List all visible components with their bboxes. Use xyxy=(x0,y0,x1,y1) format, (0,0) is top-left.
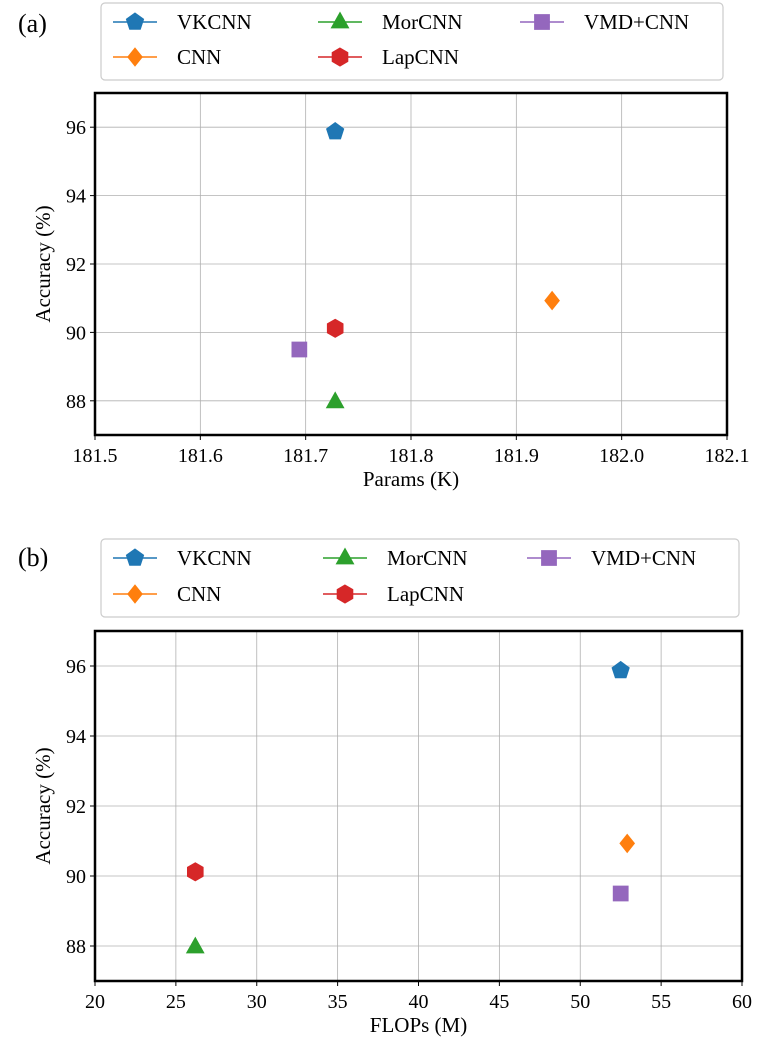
x-tick-label: 181.9 xyxy=(494,445,539,467)
legend: VKCNN CNN MorCNN LapCNN VMD+CNN xyxy=(100,2,724,81)
y-tick-label: 90 xyxy=(66,866,86,888)
x-tick-label: 60 xyxy=(732,991,752,1013)
chart-panel-a: (a) 181.5 181.6 181.7 181.8 181.9 182.0 182.1 88… xyxy=(18,2,750,491)
grid xyxy=(94,631,743,981)
legend-label: CNN xyxy=(177,45,221,69)
legend-label: MorCNN xyxy=(387,546,468,570)
legend-entry: CNN xyxy=(113,582,221,606)
x-tick-label: 181.6 xyxy=(178,445,223,467)
data-point-vmd-cnn xyxy=(291,341,308,358)
legend-marker xyxy=(335,547,355,565)
legend-label: LapCNN xyxy=(387,582,464,606)
legend-marker xyxy=(125,548,145,566)
legend-label: VKCNN xyxy=(177,546,252,570)
legend-label: CNN xyxy=(177,582,221,606)
y-tick-label: 94 xyxy=(66,726,86,748)
legend-entry: LapCNN xyxy=(318,45,459,69)
x-tick-label: 45 xyxy=(489,991,509,1013)
data-point-vkcnn xyxy=(326,121,345,140)
x-tick-label: 20 xyxy=(85,991,105,1013)
legend-entry: MorCNN xyxy=(318,10,463,34)
x-tick-label: 181.7 xyxy=(283,445,328,467)
legend-entry: MorCNN xyxy=(323,546,468,570)
x-tick-label: 182.1 xyxy=(705,445,750,467)
y-tick-label: 96 xyxy=(66,117,86,139)
x-axis-label: FLOPs (M) xyxy=(370,1013,467,1037)
panel-label: (b) xyxy=(18,543,48,572)
data-point-cnn xyxy=(619,833,636,854)
x-tick-label: 25 xyxy=(166,991,186,1013)
legend-label: MorCNN xyxy=(382,10,463,34)
legend-entry: CNN xyxy=(113,45,221,69)
legend-marker xyxy=(125,12,145,30)
y-tick-label: 88 xyxy=(66,391,86,413)
legend-box xyxy=(100,538,740,618)
data-point-cnn xyxy=(544,290,560,311)
y-tick-label: 92 xyxy=(66,254,86,276)
legend-entry: VMD+CNN xyxy=(527,546,696,570)
legend-label: VKCNN xyxy=(177,10,252,34)
data-point-vkcnn xyxy=(611,660,630,679)
panel-label: (a) xyxy=(18,9,47,38)
legend-entry: LapCNN xyxy=(323,582,464,606)
legend-label: LapCNN xyxy=(382,45,459,69)
x-tick-label: 50 xyxy=(570,991,590,1013)
y-tick-label: 94 xyxy=(66,186,86,208)
legend-marker xyxy=(127,47,143,67)
legend-entry: VMD+CNN xyxy=(520,10,689,34)
y-axis-label: Accuracy (%) xyxy=(31,747,55,864)
legend-marker xyxy=(534,14,550,30)
legend-marker xyxy=(331,47,349,67)
x-axis-label: Params (K) xyxy=(363,467,459,491)
data-point-morcnn xyxy=(325,391,345,409)
x-tick-label: 55 xyxy=(651,991,671,1013)
x-tick-label: 182.0 xyxy=(599,445,644,467)
plot-frame xyxy=(93,91,729,437)
x-tick-label: 181.5 xyxy=(73,445,118,467)
data-point-lapcnn xyxy=(326,318,344,338)
legend-entry: VKCNN xyxy=(113,10,252,34)
legend-marker xyxy=(336,584,354,604)
legend: VKCNN CNN MorCNN LapCNN VMD+CNN xyxy=(100,538,740,618)
x-tick-label: 30 xyxy=(247,991,267,1013)
y-tick-label: 88 xyxy=(66,936,86,958)
data-point-vmd-cnn xyxy=(612,885,629,902)
legend-label: VMD+CNN xyxy=(584,10,689,34)
chart-panel-b: (b) 20 25 30 35 40 45 50 55 60 88 90 92 94 96 FLOPs (M)… xyxy=(18,538,752,1037)
grid xyxy=(94,93,728,435)
y-tick-label: 96 xyxy=(66,656,86,678)
legend-label: VMD+CNN xyxy=(591,546,696,570)
legend-marker xyxy=(541,550,557,566)
x-tick-label: 35 xyxy=(328,991,348,1013)
plot-frame xyxy=(93,629,744,983)
data-point-lapcnn xyxy=(187,862,204,882)
y-tick-label: 92 xyxy=(66,796,86,818)
data-point-morcnn xyxy=(185,936,205,954)
y-axis-label: Accuracy (%) xyxy=(31,205,55,322)
legend-marker xyxy=(330,11,350,29)
y-tick-label: 90 xyxy=(66,322,86,344)
legend-entry: VKCNN xyxy=(113,546,252,570)
legend-marker xyxy=(127,584,143,604)
x-tick-label: 181.8 xyxy=(389,445,434,467)
legend-box xyxy=(100,2,724,81)
x-tick-label: 40 xyxy=(409,991,429,1013)
